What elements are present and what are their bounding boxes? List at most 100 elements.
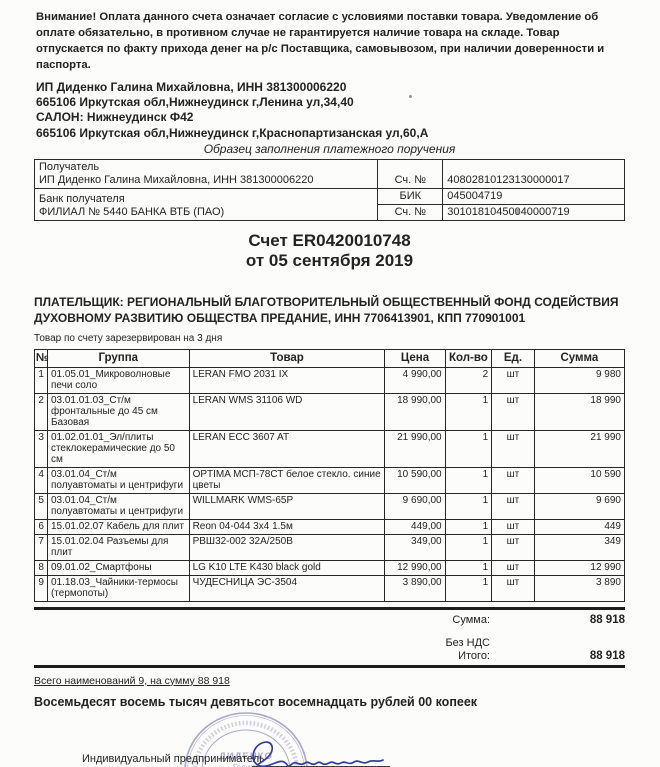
warning-text: Внимание! Оплата данного счета означает … <box>36 11 605 71</box>
totals-block: Сумма: 88 918 Без НДС Итого: 88 918 <box>34 606 625 668</box>
vat-row: Без НДС <box>34 637 625 649</box>
seller-address2-line: 665106 Иркутская обл,Нижнеудинск г,Красн… <box>36 125 429 140</box>
item-sum: 10 590 <box>533 466 626 494</box>
scan-speck <box>409 95 412 98</box>
item-qty: 1 <box>444 492 493 520</box>
corr-account-label: Сч. № <box>377 203 444 221</box>
item-price: 349,00 <box>384 533 446 561</box>
item-num: 4 <box>34 466 48 494</box>
item-qty: 1 <box>444 574 493 602</box>
recipient-cell: Получатель ИП Диденко Галина Михайловна,… <box>33 158 379 189</box>
totals-bottom-rule <box>34 664 625 668</box>
item-qty: 1 <box>444 559 493 576</box>
item-sum: 18 990 <box>533 392 626 431</box>
round-stamp: ДИДЕНКО Галина Михайловна <box>184 712 308 767</box>
item-num: 8 <box>34 559 48 576</box>
bank-row-bik: Банк получателя ФИЛИАЛ № 5440 БАНКА ВТБ … <box>33 187 625 221</box>
item-num: 7 <box>34 533 48 561</box>
item-num: 3 <box>34 429 48 468</box>
item-price: 21 990,00 <box>384 429 446 468</box>
item-sum: 3 890 <box>533 574 626 602</box>
bank-cell: Банк получателя ФИЛИАЛ № 5440 БАНКА ВТБ … <box>33 187 379 221</box>
item-unit: шт <box>491 392 535 431</box>
item-qty: 2 <box>444 366 493 394</box>
column-header-product: Товар <box>188 348 386 368</box>
item-price: 3 890,00 <box>384 574 446 602</box>
bik-label: БИК <box>377 187 444 205</box>
column-header-num: № <box>34 348 49 368</box>
item-num: 5 <box>34 492 48 520</box>
item-group: 09.01.02_Смартфоны <box>46 559 190 576</box>
item-price: 18 990,00 <box>384 392 446 431</box>
signature-label: Индивидуальный предприниматель <box>82 752 265 765</box>
item-product: ЧУДЕСНИЦА ЭС-3504 <box>188 574 386 602</box>
bank-row-corr: Сч. № 30101810450040000719 <box>35 203 625 221</box>
item-qty: 1 <box>444 429 493 468</box>
item-group: 03.01.04_Ст/м полуавтоматы и центрифуги <box>46 466 190 494</box>
table-row: 4 03.01.04_Ст/м полуавтоматы и центрифуги… <box>34 466 626 494</box>
item-unit: шт <box>491 574 535 602</box>
item-group: 01.18.03_Чайники-термосы (термопоты) <box>46 574 190 602</box>
seller-block: ИП Диденко Галина Михайловна, ИНН 381300… <box>36 80 627 141</box>
invoice-title-block: Счет ER0420010748 от 05 сентября 2019 <box>34 231 625 271</box>
seller-address-line: 665106 Иркутская обл,Нижнеудинск г,Ленин… <box>36 95 354 110</box>
recipient-account-value: 40802810123130000017 <box>442 158 625 189</box>
column-header-sum: Сумма <box>533 348 626 368</box>
item-sum: 9 980 <box>533 366 626 394</box>
item-unit: шт <box>491 366 535 394</box>
item-price: 449,00 <box>384 518 446 535</box>
item-product: РВШ32-002 32А/250В <box>188 533 386 561</box>
item-sum: 12 990 <box>533 559 626 576</box>
recipient-label: Получатель <box>39 160 100 173</box>
sum-value: 88 918 <box>589 613 625 626</box>
item-product: LG K10 LTE K430 black gold <box>188 559 386 576</box>
item-num: 1 <box>34 366 48 394</box>
total-row: Итого: 88 918 <box>34 650 625 662</box>
item-product: WILLMARK WMS-65P <box>188 492 386 520</box>
item-group: 01.02.01.01_Эл/плиты стеклокерамические … <box>46 429 190 468</box>
reserve-note: Товар по счету зарезервирован на 3 дня <box>34 332 223 344</box>
items-table: № Группа Товар Цена Кол-во Ед. Сумма 1 01… <box>34 348 626 602</box>
item-product: LERAN ECC 3607 AT <box>188 429 386 468</box>
item-price: 4 990,00 <box>384 366 446 394</box>
column-header-group: Группа <box>46 348 190 368</box>
table-row: 1 01.05.01_Микроволновые печи соло LERAN F… <box>34 366 626 394</box>
recipient-account-label: Сч. № <box>377 158 444 189</box>
table-row: 9 01.18.03_Чайники-термосы (термопоты) ЧУД… <box>34 574 626 602</box>
table-row: 3 01.02.01.01_Эл/плиты стеклокерамические… <box>34 429 626 468</box>
item-price: 10 590,00 <box>384 466 446 494</box>
item-qty: 1 <box>444 533 493 561</box>
item-qty: 1 <box>444 466 493 494</box>
total-value: 88 918 <box>589 649 625 662</box>
item-sum: 349 <box>533 533 626 561</box>
item-num: 2 <box>34 392 48 431</box>
column-header-qty: Кол-во <box>444 348 493 368</box>
item-price: 9 690,00 <box>384 492 446 520</box>
item-unit: шт <box>491 518 535 535</box>
amount-in-words: Восемьдесят восемь тысяч девятьсот восем… <box>34 694 478 709</box>
column-header-price: Цена <box>384 348 446 368</box>
handwritten-signature <box>252 741 384 767</box>
item-product: LERAN WMS 31106 WD <box>188 392 386 431</box>
payment-sample-caption: Образец заполнения платежного поручения <box>203 141 456 156</box>
vat-label: Без НДС <box>445 636 490 649</box>
item-product: OPTIMA МСП-78СТ белое стекло. синие цвет… <box>188 466 386 494</box>
totals-top-rule <box>34 606 625 610</box>
item-qty: 1 <box>444 392 493 431</box>
signature-line <box>252 765 390 767</box>
items-header-row: № Группа Товар Цена Кол-во Ед. Сумма <box>34 348 626 368</box>
payer-line: ПЛАТЕЛЬЩИК: РЕГИОНАЛЬНЫЙ БЛАГОТВОРИТЕЛЬН… <box>34 294 619 325</box>
item-unit: шт <box>491 492 535 520</box>
item-group: 15.01.02.04 Разъемы для плит <box>46 533 190 561</box>
bank-label: Банк получателя <box>39 192 125 205</box>
bank-name: ФИЛИАЛ № 5440 БАНКА ВТБ (ПАО) <box>39 205 225 218</box>
item-group: 03.01.04_Ст/м полуавтоматы и центрифуги <box>46 492 190 520</box>
bank-row-recipient: Получатель ИП Диденко Галина Михайловна,… <box>33 158 625 189</box>
stamp-surname: ДИДЕНКО <box>219 751 273 762</box>
item-unit: шт <box>491 466 535 494</box>
item-num: 9 <box>34 574 48 602</box>
table-row: 2 03.01.01.03_Ст/м фронтальные до 45 см Б… <box>34 392 626 431</box>
item-qty: 1 <box>444 518 493 535</box>
bik-value: 045004719 <box>442 187 625 205</box>
